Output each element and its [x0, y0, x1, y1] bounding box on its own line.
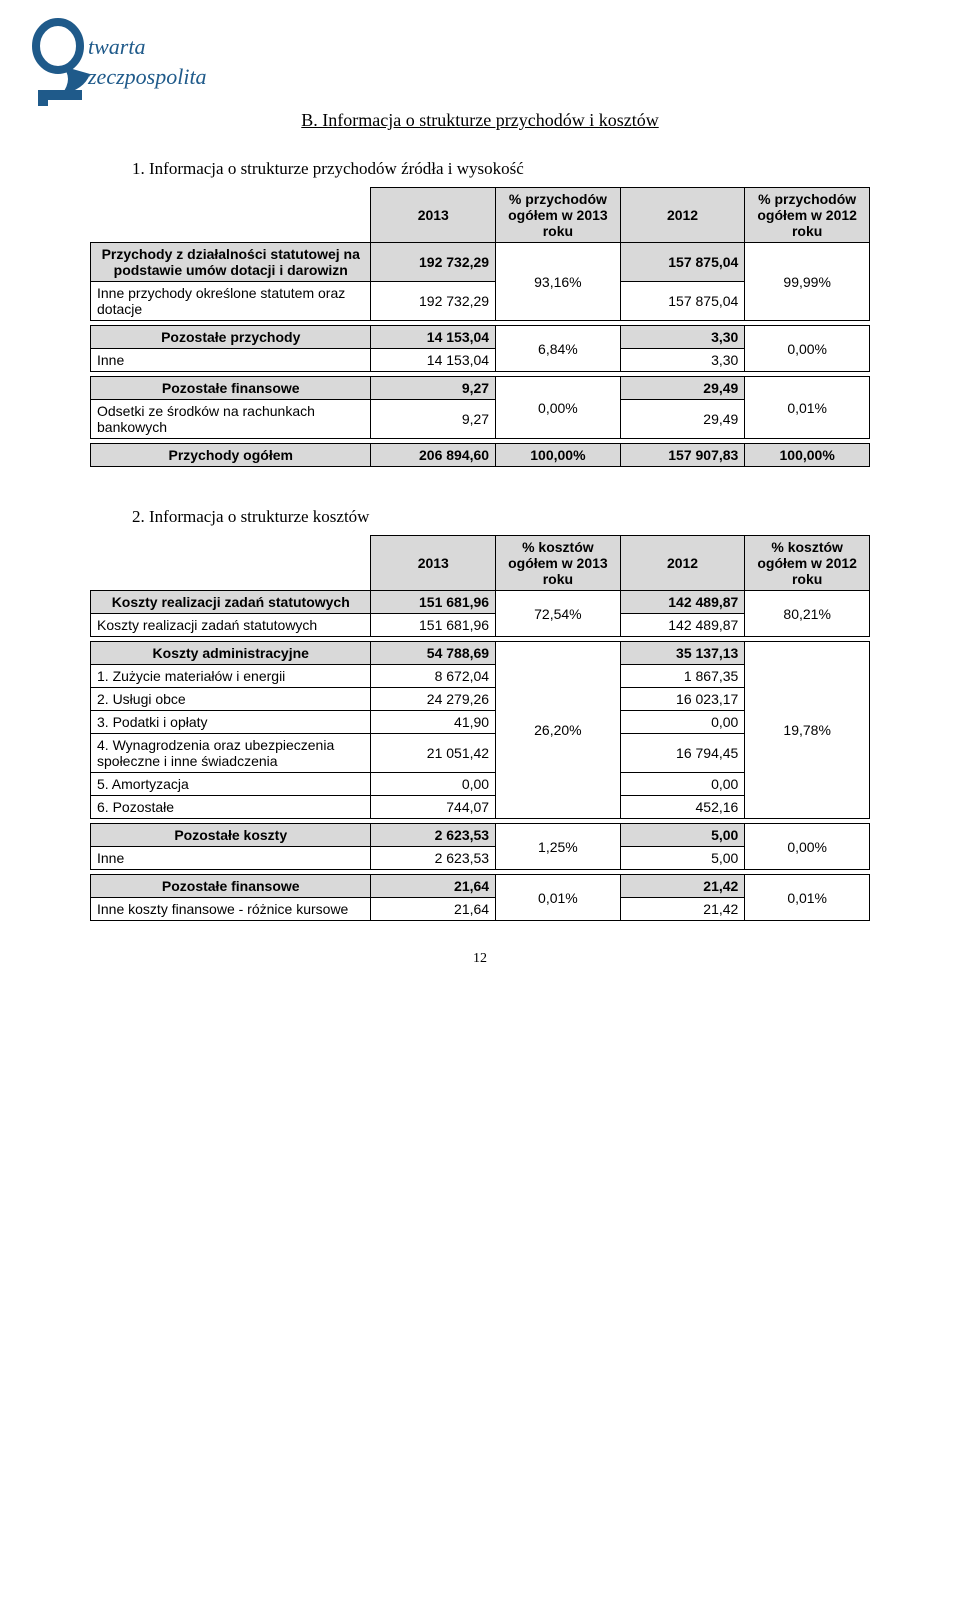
hdr-pct-2013: % kosztów ogółem w 2013 roku [496, 536, 621, 591]
cell: 21 051,42 [371, 734, 496, 773]
row-label: 1. Zużycie materiałów i energii [91, 665, 371, 688]
hdr-2012: 2012 [620, 536, 745, 591]
cell: 0,01% [745, 875, 870, 921]
hdr-pct-2013: % przychodów ogółem w 2013 roku [496, 188, 621, 243]
cell: 3,30 [620, 326, 745, 349]
cell: 19,78% [745, 642, 870, 819]
table-income-1: 2013 % przychodów ogółem w 2013 roku 201… [90, 187, 870, 321]
row-label: Pozostałe koszty [91, 824, 371, 847]
row-label: 5. Amortyzacja [91, 773, 371, 796]
cell: 142 489,87 [620, 591, 745, 614]
cell: 206 894,60 [371, 444, 496, 467]
logo-text-top: twarta [88, 34, 145, 59]
hdr-pct-2012: % przychodów ogółem w 2012 roku [745, 188, 870, 243]
row-label: Pozostałe finansowe [91, 875, 371, 898]
row-label: Inne koszty finansowe - różnice kursowe [91, 898, 371, 921]
cell: 0,00 [620, 773, 745, 796]
cell: 80,21% [745, 591, 870, 637]
row-label: Pozostałe finansowe [91, 377, 371, 400]
row-label: 4. Wynagrodzenia oraz ubezpieczenia społ… [91, 734, 371, 773]
logo-text-bottom: zeczpospolita [87, 64, 207, 89]
cell: 0,00% [745, 824, 870, 870]
row-label: Odsetki ze środków na rachunkach bankowy… [91, 400, 371, 439]
cell: 9,27 [371, 377, 496, 400]
row-label: Przychody ogółem [91, 444, 371, 467]
cell: 99,99% [745, 243, 870, 321]
table-costs-financial: Pozostałe finansowe 21,64 0,01% 21,42 0,… [90, 874, 870, 921]
cell: 21,42 [620, 898, 745, 921]
cell: 29,49 [620, 377, 745, 400]
cell: 157 875,04 [620, 282, 745, 321]
cell: 0,01% [496, 875, 621, 921]
cell: 452,16 [620, 796, 745, 819]
row-label: 2. Usługi obce [91, 688, 371, 711]
cell: 9,27 [371, 400, 496, 439]
row-label: Koszty realizacji zadań statutowych [91, 591, 371, 614]
cell: 6,84% [496, 326, 621, 372]
cell: 0,00 [620, 711, 745, 734]
cell: 16 794,45 [620, 734, 745, 773]
table-costs-other: Pozostałe koszty 2 623,53 1,25% 5,00 0,0… [90, 823, 870, 870]
cell: 100,00% [496, 444, 621, 467]
cell: 14 153,04 [371, 326, 496, 349]
logo: twarta zeczpospolita [30, 18, 240, 113]
cell: 41,90 [371, 711, 496, 734]
table-costs-1: 2013 % kosztów ogółem w 2013 roku 2012 %… [90, 535, 870, 637]
cell: 0,00% [496, 377, 621, 439]
cell: 72,54% [496, 591, 621, 637]
row-label: Koszty administracyjne [91, 642, 371, 665]
hdr-2013: 2013 [371, 188, 496, 243]
row-label: Pozostałe przychody [91, 326, 371, 349]
subtitle-1: 1. Informacja o strukturze przychodów źr… [132, 159, 870, 179]
cell: 5,00 [620, 847, 745, 870]
cell: 14 153,04 [371, 349, 496, 372]
hdr-2013: 2013 [371, 536, 496, 591]
cell: 0,00 [371, 773, 496, 796]
cell: 1 867,35 [620, 665, 745, 688]
cell: 192 732,29 [371, 243, 496, 282]
cell: 2 623,53 [371, 847, 496, 870]
table-costs-admin: Koszty administracyjne 54 788,69 26,20% … [90, 641, 870, 819]
subtitle-2: 2. Informacja o strukturze kosztów [132, 507, 870, 527]
row-label: Inne [91, 349, 371, 372]
cell: 29,49 [620, 400, 745, 439]
cell: 1,25% [496, 824, 621, 870]
cell: 157 875,04 [620, 243, 745, 282]
table-income-total: Przychody ogółem 206 894,60 100,00% 157 … [90, 443, 870, 467]
cell: 8 672,04 [371, 665, 496, 688]
cell: 100,00% [745, 444, 870, 467]
cell: 16 023,17 [620, 688, 745, 711]
hdr-2012: 2012 [620, 188, 745, 243]
page-number: 12 [90, 951, 870, 967]
cell: 93,16% [496, 243, 621, 321]
row-label: 3. Podatki i opłaty [91, 711, 371, 734]
hdr-pct-2012: % kosztów ogółem w 2012 roku [745, 536, 870, 591]
table-income-2: Pozostałe przychody 14 153,04 6,84% 3,30… [90, 325, 870, 372]
cell: 35 137,13 [620, 642, 745, 665]
cell: 24 279,26 [371, 688, 496, 711]
cell: 5,00 [620, 824, 745, 847]
cell: 3,30 [620, 349, 745, 372]
row-label: Przychody z działalności statutowej na p… [91, 243, 371, 282]
cell: 21,42 [620, 875, 745, 898]
section-title: B. Informacja o strukturze przychodów i … [90, 110, 870, 131]
cell: 21,64 [371, 875, 496, 898]
cell: 21,64 [371, 898, 496, 921]
cell: 54 788,69 [371, 642, 496, 665]
cell: 26,20% [496, 642, 621, 819]
cell: 2 623,53 [371, 824, 496, 847]
row-label: Inne [91, 847, 371, 870]
cell: 744,07 [371, 796, 496, 819]
cell: 0,01% [745, 377, 870, 439]
cell: 157 907,83 [620, 444, 745, 467]
row-label: Inne przychody określone statutem oraz d… [91, 282, 371, 321]
cell: 151 681,96 [371, 614, 496, 637]
table-income-3: Pozostałe finansowe 9,27 0,00% 29,49 0,0… [90, 376, 870, 439]
cell: 0,00% [745, 326, 870, 372]
cell: 142 489,87 [620, 614, 745, 637]
row-label: 6. Pozostałe [91, 796, 371, 819]
row-label: Koszty realizacji zadań statutowych [91, 614, 371, 637]
cell: 192 732,29 [371, 282, 496, 321]
cell: 151 681,96 [371, 591, 496, 614]
